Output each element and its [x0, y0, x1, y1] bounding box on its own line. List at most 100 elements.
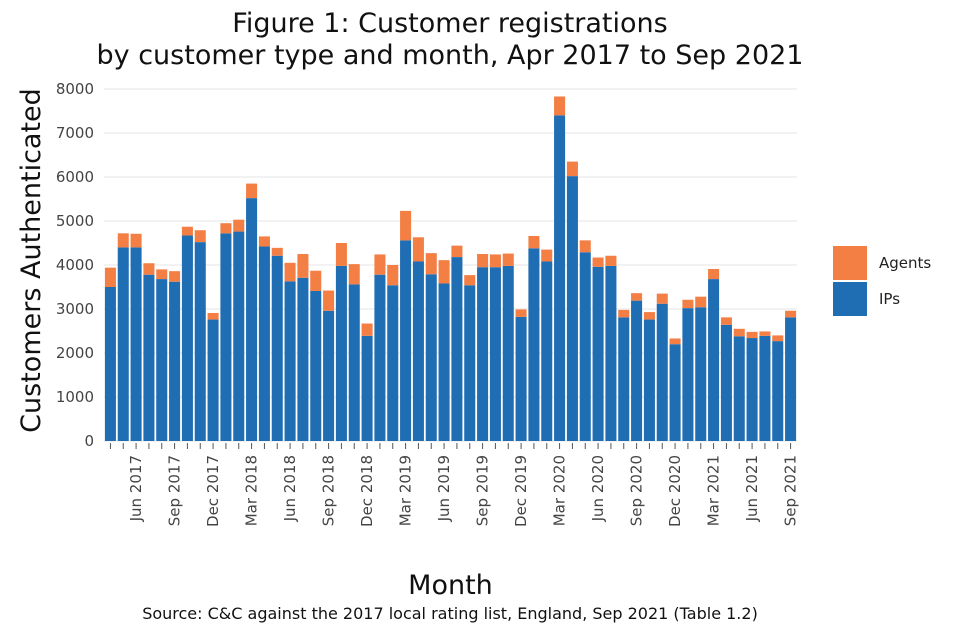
bar-agents	[695, 296, 707, 308]
bar-agents	[258, 236, 270, 247]
bar-ips	[656, 303, 668, 441]
bar-agents	[361, 323, 373, 336]
y-tick-label: 7000	[56, 124, 94, 142]
x-tick-label: Jun 2020	[589, 455, 607, 522]
bar-agents	[323, 290, 335, 311]
bar-ips	[464, 285, 476, 441]
bar-agents	[515, 309, 527, 317]
bar-agents	[181, 226, 193, 236]
bar-ips	[207, 319, 219, 441]
bar-ips	[631, 300, 643, 441]
chart-title-line-1: Figure 1: Customer registrations	[232, 8, 668, 39]
bar-agents	[194, 230, 206, 243]
bar-agents	[566, 161, 578, 177]
bar-ips	[515, 316, 527, 441]
bar-agents	[528, 235, 540, 249]
x-tick-label: Mar 2021	[705, 455, 723, 526]
bar-agents	[708, 268, 720, 280]
bar-agents	[643, 312, 655, 320]
x-tick-label: Dec 2017	[204, 455, 222, 527]
x-tick-label: Sep 2018	[320, 455, 338, 526]
y-tick-label: 0	[84, 432, 94, 450]
bar-ips	[682, 308, 694, 441]
bar-ips	[117, 247, 129, 441]
bar-ips	[374, 274, 386, 441]
bar-agents	[554, 96, 566, 116]
bar-agents	[720, 317, 732, 325]
y-tick-label: 1000	[56, 388, 94, 406]
y-axis-title: Customers Authenticated	[16, 88, 47, 433]
bar-ips	[695, 307, 707, 441]
y-tick-label: 4000	[56, 256, 94, 274]
bar-agents	[130, 233, 142, 248]
chart-title-line-2: by customer type and month, Apr 2017 to …	[96, 40, 804, 71]
bar-ips	[220, 233, 232, 441]
bar-agents	[156, 269, 168, 280]
bar-ips	[361, 335, 373, 441]
bar-agents	[502, 253, 514, 266]
chart-source-note: Source: C&C against the 2017 local ratin…	[142, 604, 758, 623]
bar-ips	[194, 242, 206, 441]
bar-ips	[605, 265, 617, 441]
bar-ips	[746, 338, 758, 441]
legend-swatch-agents	[833, 246, 867, 280]
x-tick-label: Jun 2018	[281, 455, 299, 522]
bar-ips	[310, 290, 322, 441]
bar-agents	[438, 260, 450, 284]
bar-agents	[207, 312, 219, 320]
x-tick-label: Dec 2020	[666, 455, 684, 527]
x-tick-label: Mar 2019	[397, 455, 415, 526]
bar-agents	[746, 331, 758, 339]
bar-agents	[541, 249, 553, 262]
chart-title: Figure 1: Customer registrations by cust…	[0, 8, 900, 72]
bar-ips	[759, 335, 771, 441]
bar-agents	[618, 309, 630, 318]
bar-ips	[130, 247, 142, 441]
y-tick-label: 6000	[56, 168, 94, 186]
bar-agents	[464, 275, 476, 286]
bar-ips	[271, 255, 283, 441]
bar-agents	[117, 233, 129, 248]
bar-agents	[733, 328, 745, 337]
bar-ips	[554, 115, 566, 442]
x-tick-label: Sep 2019	[474, 455, 492, 526]
bar-ips	[733, 336, 745, 441]
bar-ips	[579, 252, 591, 441]
bar-agents	[592, 257, 604, 267]
bar-agents	[271, 247, 283, 256]
bar-agents	[284, 262, 296, 282]
bar-ips	[438, 283, 450, 441]
bar-agents	[425, 253, 437, 275]
bar-ips	[425, 274, 437, 441]
bar-agents	[246, 183, 258, 199]
bar-ips	[618, 317, 630, 441]
bar-ips	[169, 281, 181, 441]
x-tick-label: Dec 2018	[358, 455, 376, 527]
bar-ips	[246, 198, 258, 441]
y-tick-label: 3000	[56, 300, 94, 318]
bar-agents	[104, 267, 116, 287]
bar-agents	[412, 237, 424, 262]
bar-ips	[233, 231, 245, 441]
bar-agents	[772, 335, 784, 342]
bar-ips	[720, 324, 732, 441]
x-tick-label: Mar 2020	[551, 455, 569, 526]
y-tick-label: 8000	[56, 80, 94, 98]
bar-ips	[489, 267, 501, 441]
bar-agents	[169, 271, 181, 282]
x-axis-title: Month	[408, 570, 493, 601]
bar-ips	[772, 341, 784, 441]
bar-ips	[143, 274, 155, 441]
x-tick-label: Jun 2019	[435, 455, 453, 522]
bar-agents	[579, 240, 591, 253]
x-tick-label: Sep 2020	[628, 455, 646, 526]
x-tick-label: Dec 2019	[512, 455, 530, 527]
bar-agents	[759, 331, 771, 336]
x-tick-label: Sep 2021	[782, 455, 800, 526]
bar-agents	[605, 255, 617, 266]
bar-agents	[631, 293, 643, 301]
y-tick-label: 5000	[56, 212, 94, 230]
x-tick-label: Jun 2017	[127, 455, 145, 522]
bar-ips	[566, 176, 578, 441]
